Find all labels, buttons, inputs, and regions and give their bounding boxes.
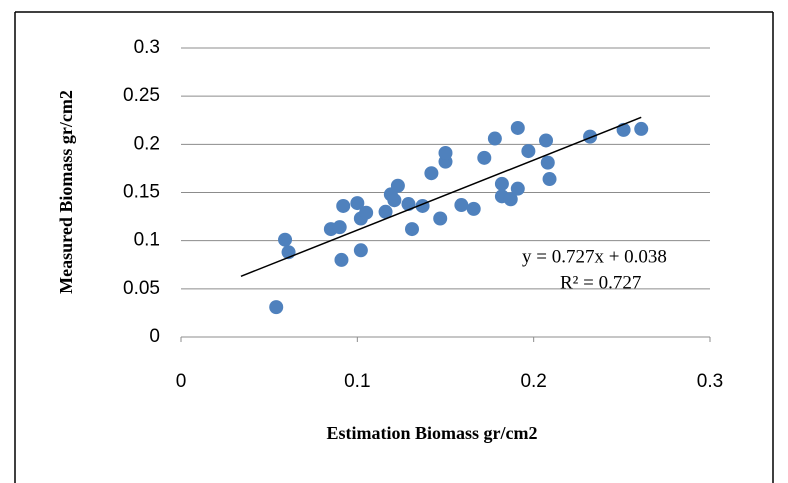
point [634,121,649,136]
point [583,129,598,144]
y-tick-label: 0.1 [134,230,160,251]
point [510,120,525,135]
x-axis-label: Estimation Biomass gr/cm2 [327,423,538,443]
point [521,144,536,159]
point [378,204,393,219]
point [477,150,492,165]
point [387,193,402,208]
trend-equation: y = 0.727x + 0.038 [522,246,667,267]
point [454,198,469,213]
r-squared: R² = 0.727 [560,272,641,293]
point [539,133,554,148]
y-tick-label: 0.05 [123,278,160,299]
point [401,197,416,212]
y-axis-label: Measured Biomass gr/cm2 [56,90,76,294]
point [350,196,365,211]
y-tick-label: 0.15 [123,182,160,203]
point [503,192,518,207]
point [353,243,368,258]
point [334,252,349,267]
y-tick-label: 0.3 [134,37,160,58]
point [336,198,351,213]
x-tick-label: 0.2 [520,371,546,392]
point [278,232,293,247]
point [510,181,525,196]
x-tick-label: 0.1 [344,371,370,392]
point [433,211,448,226]
point [466,201,481,216]
y-tick-label: 0.2 [134,133,160,154]
point [438,146,453,161]
point [359,205,374,220]
x-tick-label: 0 [176,371,187,392]
x-tick-label: 0.3 [697,371,723,392]
point [390,178,405,193]
point [540,155,555,170]
point [542,172,557,187]
point [494,176,509,191]
point [487,131,502,146]
y-tick-label: 0 [149,326,160,347]
y-tick-label: 0.25 [123,85,160,106]
point [332,220,347,235]
trendline [240,116,642,278]
point [269,300,284,315]
point [424,166,439,181]
point [404,222,419,237]
